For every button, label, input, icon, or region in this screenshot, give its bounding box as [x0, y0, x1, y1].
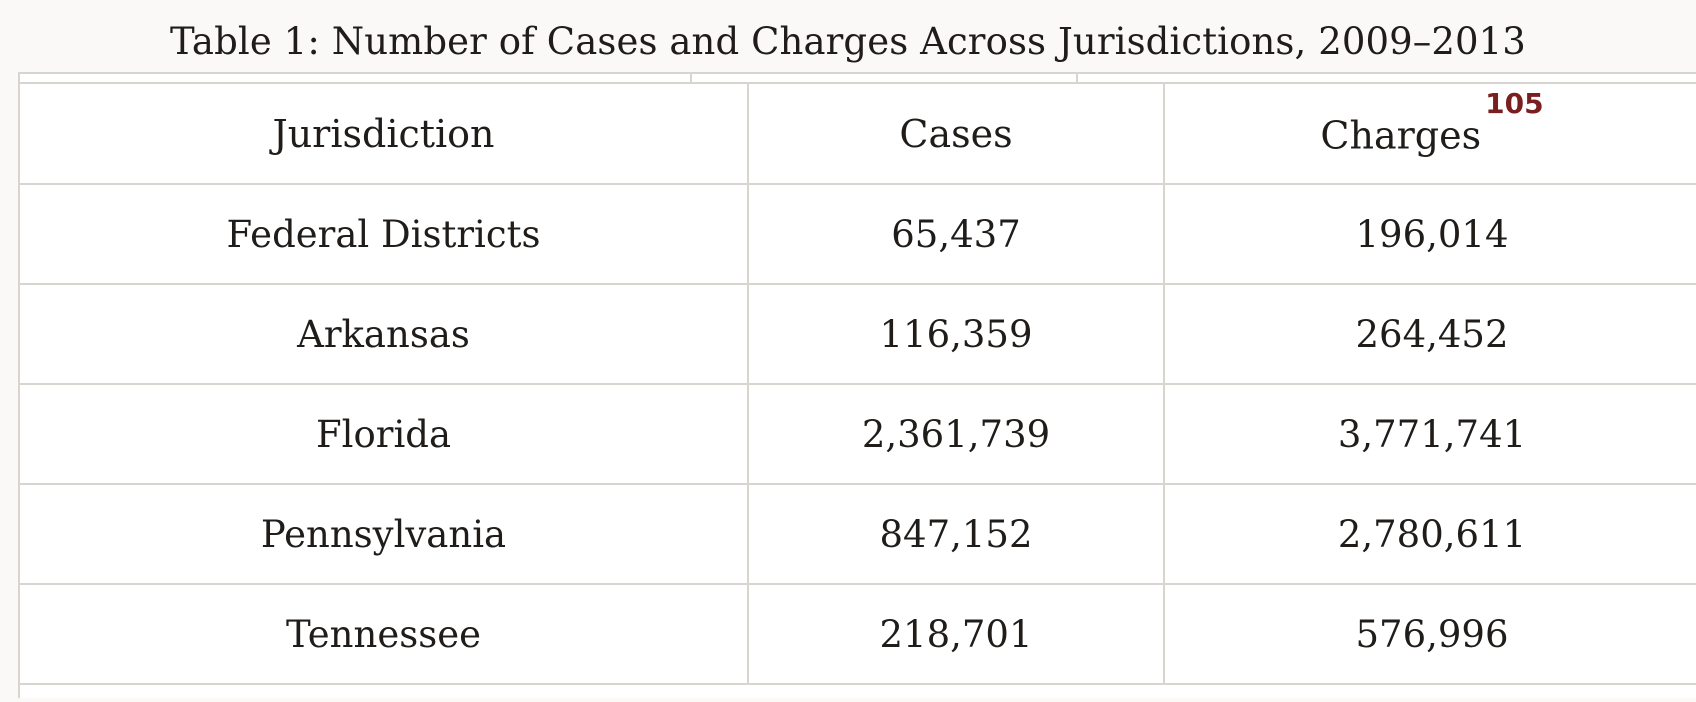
table-row: Tennessee 218,701 576,996 [20, 584, 1696, 685]
table-caption: Table 1: Number of Cases and Charges Acr… [170, 20, 1526, 63]
cell-charges: 2,780,611 [1164, 484, 1696, 585]
cell-cases: 218,701 [748, 584, 1165, 685]
table-row: Florida 2,361,739 3,771,741 [20, 384, 1696, 485]
cell-jurisdiction: Federal Districts [20, 184, 749, 285]
table-row: Pennsylvania 847,152 2,780,611 [20, 484, 1696, 585]
cell-jurisdiction: Tennessee [20, 584, 749, 685]
header-cases: Cases [748, 84, 1165, 185]
cell-cases: 847,152 [748, 484, 1165, 585]
data-table-container: Jurisdiction Cases Charges105 Federal Di… [18, 72, 1696, 698]
cell-jurisdiction: Arkansas [20, 284, 749, 385]
cell-charges: 3,771,741 [1164, 384, 1696, 485]
table-top-border [20, 74, 1696, 84]
footnote-link[interactable]: 105 [1485, 87, 1544, 121]
header-jurisdiction-label: Jurisdiction [272, 111, 495, 156]
cell-charges: 576,996 [1164, 584, 1696, 685]
cases-charges-table: Jurisdiction Cases Charges105 Federal Di… [20, 84, 1696, 685]
header-cases-label: Cases [899, 111, 1013, 156]
table-row: Arkansas 116,359 264,452 [20, 284, 1696, 385]
cell-cases: 116,359 [748, 284, 1165, 385]
column-divider [690, 74, 692, 84]
cell-jurisdiction: Florida [20, 384, 749, 485]
table-row: Federal Districts 65,437 196,014 [20, 184, 1696, 285]
cell-charges: 264,452 [1164, 284, 1696, 385]
header-jurisdiction: Jurisdiction [20, 84, 749, 185]
cell-charges: 196,014 [1164, 184, 1696, 285]
header-row: Jurisdiction Cases Charges105 [20, 84, 1696, 185]
cell-jurisdiction: Pennsylvania [20, 484, 749, 585]
column-divider [1076, 74, 1078, 84]
cell-cases: 65,437 [748, 184, 1165, 285]
header-charges: Charges105 [1164, 84, 1696, 185]
header-charges-label: Charges [1320, 113, 1482, 158]
cell-cases: 2,361,739 [748, 384, 1165, 485]
